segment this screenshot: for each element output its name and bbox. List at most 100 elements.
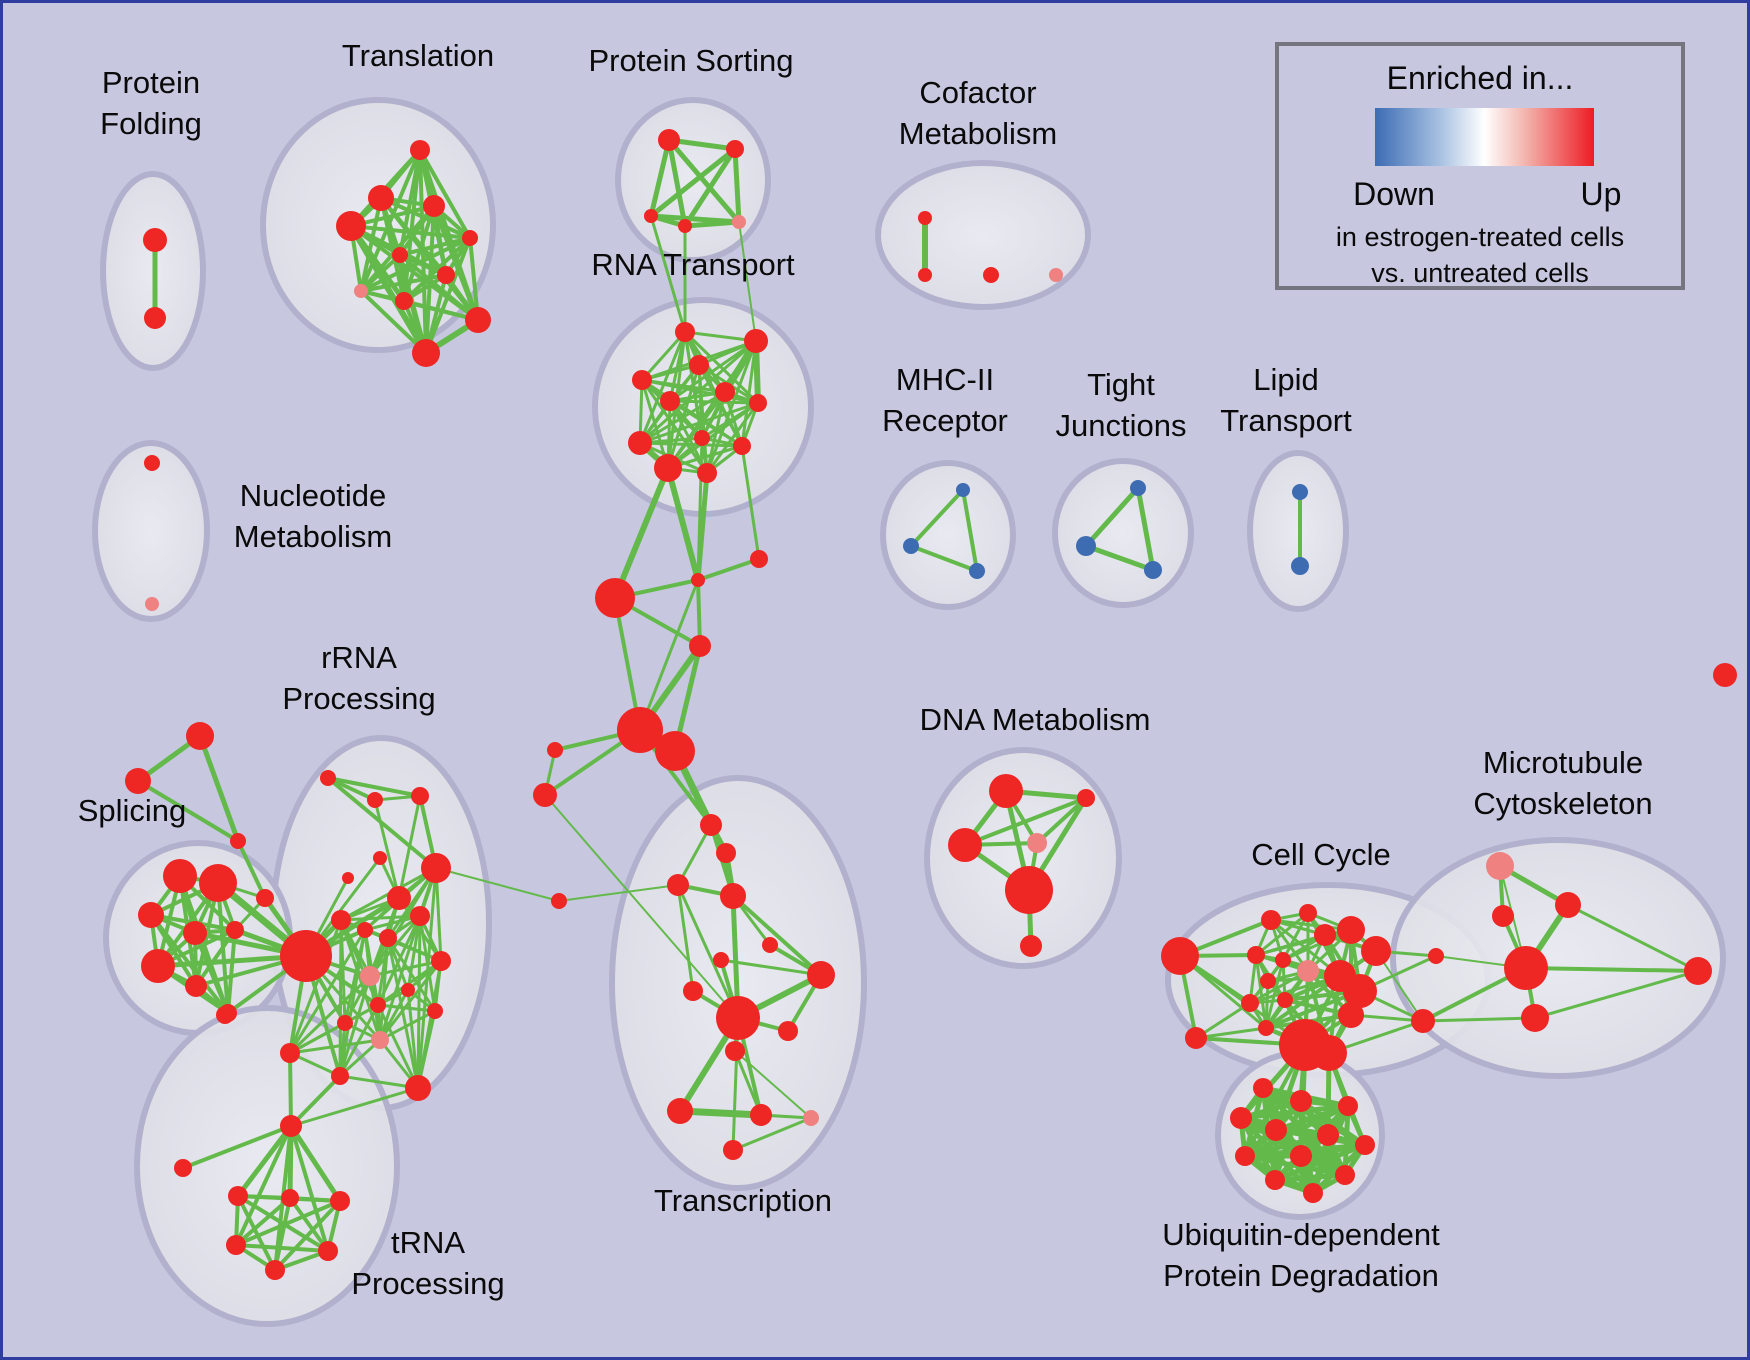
cluster-label-nucleotide-metabolism: Nucleotide Metabolism	[234, 478, 393, 554]
network-edge	[339, 918, 382, 1042]
network-node-up	[725, 1041, 745, 1061]
network-node-up	[1005, 866, 1053, 914]
network-edge	[376, 959, 443, 1007]
network-node-up	[595, 578, 635, 618]
cluster-label-rna-transport: RNA Transport	[591, 247, 795, 282]
network-edge	[431, 203, 481, 323]
network-edge	[682, 219, 742, 229]
network-edge	[1533, 969, 1700, 1020]
network-node-up	[265, 1260, 285, 1280]
cluster-label-translation: Translation	[342, 38, 494, 73]
network-edge	[668, 399, 760, 405]
network-edge	[666, 401, 760, 470]
cluster-ellipse-tight-junctions	[1052, 458, 1194, 608]
network-edge	[666, 390, 727, 470]
network-nodes-layer	[125, 129, 1737, 1280]
network-node-up	[1275, 952, 1291, 968]
network-node-up	[1247, 946, 1265, 964]
network-edge	[696, 436, 704, 582]
network-edge	[1248, 969, 1310, 1005]
network-canvas: Protein Folding Translation Protein Sorting…	[78, 38, 1737, 1327]
network-edge	[696, 578, 702, 648]
network-edge	[666, 137, 738, 152]
network-edge	[326, 776, 422, 798]
network-node-up	[1290, 1090, 1312, 1112]
network-edge	[544, 794, 739, 1019]
network-node-up	[331, 910, 351, 930]
network-edge	[676, 1107, 765, 1119]
cluster-label-tight-junctions: Tight Junctions	[1056, 367, 1187, 443]
network-node-up	[144, 455, 160, 471]
network-edge	[418, 148, 472, 240]
network-node-up	[1337, 916, 1365, 944]
network-edge	[349, 224, 472, 240]
network-node-up	[1230, 1107, 1252, 1129]
network-node-up	[694, 430, 710, 446]
network-node-up	[1261, 910, 1281, 930]
network-node-up	[1253, 1078, 1273, 1098]
network-edge	[640, 378, 709, 475]
network-edge	[397, 794, 422, 900]
network-node-up	[357, 922, 373, 938]
network-edge	[732, 146, 742, 225]
legend-gradient-bar	[1375, 108, 1594, 166]
network-edge	[909, 544, 979, 573]
network-edge	[288, 1038, 382, 1055]
network-edge	[435, 867, 560, 902]
network-node-up	[226, 921, 244, 939]
network-edge	[640, 330, 687, 382]
network-edge	[288, 1021, 347, 1055]
network-node-up	[1684, 957, 1712, 985]
network-node-up	[392, 247, 408, 263]
network-edge	[398, 236, 472, 257]
network-edge	[705, 339, 758, 475]
network-edge	[1566, 903, 1700, 973]
cluster-label-splicing: Splicing	[78, 793, 187, 828]
network-node-up	[411, 787, 429, 805]
network-edge	[648, 137, 672, 219]
network-node-weak-up	[360, 966, 380, 986]
network-edge	[398, 253, 480, 322]
network-edge	[1135, 485, 1156, 573]
network-node-up	[125, 768, 151, 794]
network-node-down	[1291, 557, 1309, 575]
network-node-up	[533, 783, 557, 807]
cluster-label-lipid-transport: Lipid Transport	[1220, 362, 1352, 438]
network-node-up	[551, 893, 567, 909]
network-node-up	[1361, 936, 1391, 966]
network-edge	[638, 441, 744, 448]
network-node-up	[144, 307, 166, 329]
network-edge	[648, 146, 738, 219]
network-node-up	[716, 996, 760, 1040]
network-edge	[378, 1009, 437, 1042]
network-edge	[676, 883, 695, 993]
network-node-weak-up	[145, 597, 159, 611]
network-node-up	[697, 463, 717, 483]
network-edge	[338, 928, 367, 1078]
network-node-up	[427, 1003, 443, 1019]
network-edge	[1524, 966, 1700, 973]
network-node-up	[723, 1140, 743, 1160]
network-node-weak-up	[1027, 833, 1047, 853]
network-node-up	[1299, 904, 1317, 922]
cluster-label-protein-folding: Protein Folding	[100, 65, 202, 141]
network-node-up	[373, 851, 387, 865]
network-node-up	[410, 906, 430, 926]
network-node-up	[370, 997, 386, 1013]
network-node-up	[1338, 1002, 1364, 1028]
network-node-up	[331, 1067, 349, 1085]
network-node-up	[336, 211, 366, 241]
network-edge	[1421, 1016, 1537, 1023]
network-edge	[682, 146, 738, 229]
network-node-up	[948, 828, 982, 862]
network-node-up	[762, 937, 778, 953]
network-edge	[416, 914, 422, 1090]
network-edge	[740, 444, 761, 561]
network-node-up	[405, 1075, 431, 1101]
network-node-down	[1130, 480, 1146, 496]
network-node-weak-up	[1049, 268, 1063, 282]
network-node-up	[918, 211, 932, 225]
network-node-up	[216, 1006, 234, 1024]
network-edge	[288, 1051, 293, 1128]
network-edge	[368, 866, 438, 978]
